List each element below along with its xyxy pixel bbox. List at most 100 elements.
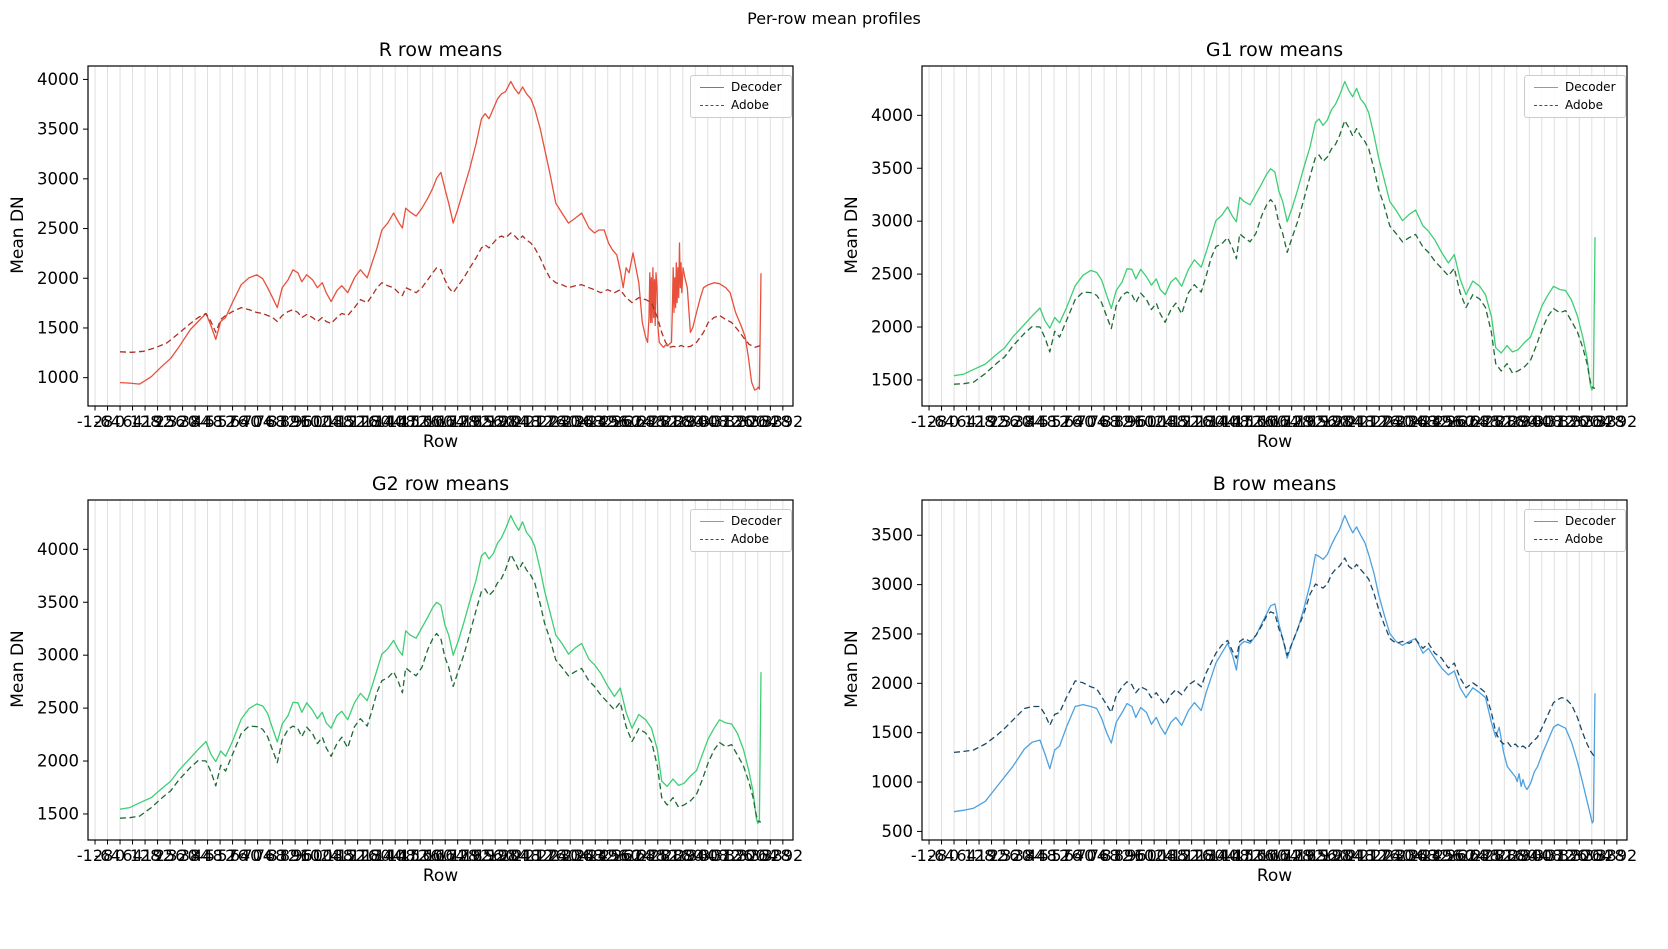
legend-line-decoder-icon (1534, 87, 1558, 88)
x-tick-label: 512 (205, 412, 236, 431)
x-tick-label: 1280 (350, 846, 391, 865)
x-tick-label: 832 (1101, 846, 1132, 865)
x-tick-label: 2880 (662, 412, 703, 431)
series-line-adobe (119, 232, 762, 353)
series-line-adobe (953, 119, 1596, 390)
series-line-decoder (119, 80, 762, 391)
y-tick-label: 1500 (871, 723, 913, 742)
x-tick-label: 3328 (1584, 846, 1625, 865)
y-tick-label: 1500 (871, 370, 913, 389)
x-tick-label: 2880 (662, 846, 703, 865)
x-tick-label: 2432 (1409, 846, 1450, 865)
x-tick-label: 1344 (362, 412, 403, 431)
x-tick-label: 384 (1014, 412, 1045, 431)
x-tick-label: 704 (242, 846, 273, 865)
legend-label-decoder: Decoder (731, 80, 782, 94)
y-axis-label: Mean DN (842, 196, 862, 274)
x-tick-label: 1152 (1159, 846, 1200, 865)
x-tick-label: 2112 (1346, 846, 1387, 865)
x-tick-label: 1152 (325, 846, 366, 865)
x-tick-label: 1664 (425, 412, 466, 431)
y-tick-label: 2500 (871, 265, 913, 284)
x-tick-label: 2176 (525, 412, 566, 431)
x-tick-label: 3136 (712, 412, 753, 431)
x-tick-label: 448 (192, 846, 223, 865)
y-tick-label: 1000 (871, 773, 913, 792)
x-tick-label: 192 (142, 846, 173, 865)
x-tick-label: 1088 (1146, 412, 1187, 431)
series-line-decoder (953, 514, 1596, 824)
x-tick-label: 1536 (1234, 846, 1275, 865)
x-tick-label: -128 (77, 846, 113, 865)
x-tick-label: 960 (1126, 846, 1157, 865)
x-tick-label: 192 (976, 846, 1007, 865)
x-tick-label: 2112 (512, 412, 553, 431)
x-tick-label: 1728 (1271, 412, 1312, 431)
y-tick-label: 3000 (37, 646, 79, 665)
legend: Decoder Adobe (1524, 509, 1626, 552)
x-tick-label: 1344 (1196, 846, 1237, 865)
x-tick-label: 1216 (337, 846, 378, 865)
x-tick-label: 256 (155, 412, 186, 431)
x-tick-label: 2432 (1409, 412, 1450, 431)
chart-title: B row means (1212, 473, 1337, 495)
x-tick-label: 3392 (762, 846, 803, 865)
series-line-adobe (953, 557, 1596, 758)
x-tick-label: 3328 (1584, 412, 1625, 431)
x-tick-label: 1600 (412, 846, 453, 865)
x-tick-label: 320 (1001, 846, 1032, 865)
legend-line-decoder-icon (1534, 521, 1558, 522)
figure-title: Per-row mean profiles (747, 9, 921, 28)
x-tick-label: -128 (77, 412, 113, 431)
x-tick-label: 2624 (612, 412, 653, 431)
legend: Decoder Adobe (690, 75, 792, 118)
x-tick-label: 768 (1089, 412, 1120, 431)
x-tick-label: 0 (949, 846, 959, 865)
x-tick-label: 64 (122, 412, 142, 431)
y-tick-label: 3000 (871, 212, 913, 231)
x-tick-label: 1088 (1146, 846, 1187, 865)
y-tick-label: 4000 (871, 106, 913, 125)
x-tick-label: 1024 (300, 846, 341, 865)
legend-line-adobe-icon (700, 539, 724, 540)
x-tick-label: 256 (989, 846, 1020, 865)
x-tick-label: 1472 (387, 846, 428, 865)
y-tick-label: 2000 (37, 752, 79, 771)
x-tick-label: 3264 (1571, 412, 1612, 431)
x-tick-label: 2624 (1446, 846, 1487, 865)
x-tick-label: 1472 (1221, 846, 1262, 865)
x-tick-label: 1344 (1196, 412, 1237, 431)
x-tick-label: 1728 (437, 412, 478, 431)
x-tick-label: 2560 (600, 846, 641, 865)
x-tick-label: 1920 (475, 846, 516, 865)
x-tick-label: 1280 (1184, 412, 1225, 431)
x-tick-label: 2048 (500, 846, 541, 865)
x-tick-label: 2816 (1484, 412, 1525, 431)
x-axis-label: Row (1256, 432, 1293, 452)
x-tick-label: 2624 (612, 846, 653, 865)
x-tick-label: 2560 (600, 412, 641, 431)
x-tick-label: 1216 (1171, 846, 1212, 865)
x-tick-label: 3200 (1559, 412, 1600, 431)
x-tick-label: 1600 (1246, 846, 1287, 865)
x-tick-label: 2112 (512, 846, 553, 865)
y-tick-label: 1000 (37, 368, 79, 387)
x-tick-label: 320 (1001, 412, 1032, 431)
legend: Decoder Adobe (1524, 75, 1626, 118)
y-tick-label: 2500 (871, 624, 913, 643)
y-tick-label: 2000 (871, 318, 913, 337)
x-tick-label: 1856 (462, 846, 503, 865)
x-tick-label: 448 (192, 412, 223, 431)
x-tick-label: 3008 (687, 412, 728, 431)
legend-label-adobe: Adobe (1565, 98, 1603, 112)
x-tick-label: 832 (267, 846, 298, 865)
x-tick-label: 2240 (537, 412, 578, 431)
x-tick-label: 1216 (1171, 412, 1212, 431)
x-tick-label: 3072 (1534, 412, 1575, 431)
x-tick-label: 704 (1076, 412, 1107, 431)
x-tick-label: 2944 (675, 412, 716, 431)
x-tick-label: 64 (956, 846, 976, 865)
x-tick-label: 1344 (362, 846, 403, 865)
x-tick-label: 1664 (1259, 412, 1300, 431)
